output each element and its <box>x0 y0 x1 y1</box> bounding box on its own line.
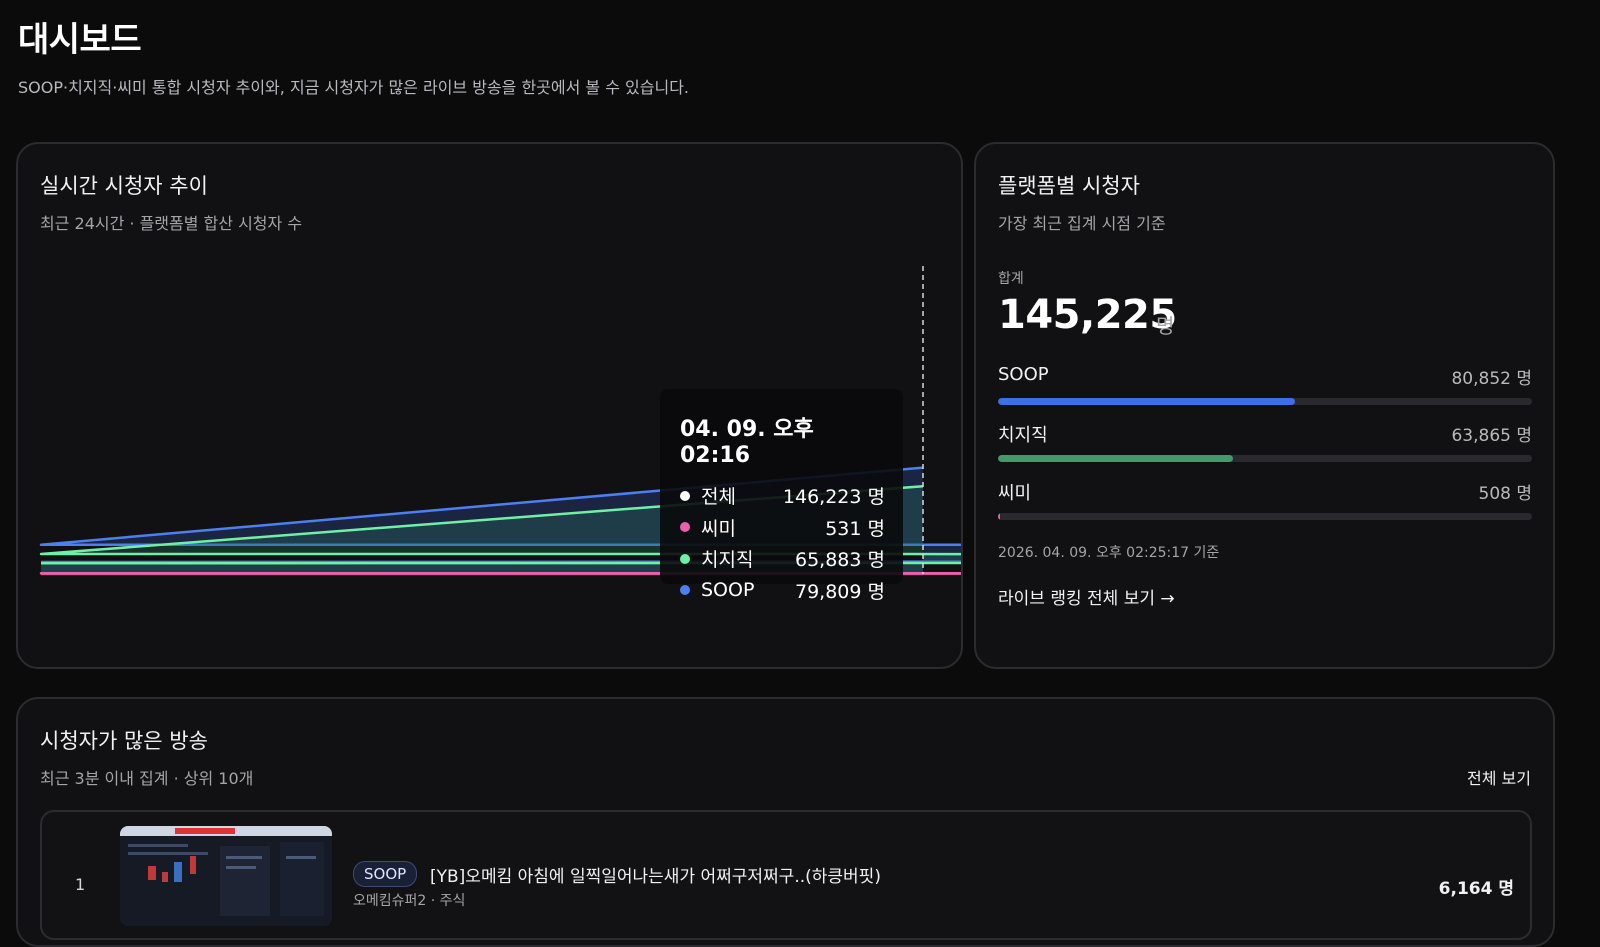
sum-unit: 명 <box>1156 314 1175 338</box>
top-streams-title: 시청자가 많은 방송 <box>40 729 208 753</box>
tooltip-value: 65,883 명 <box>794 549 885 572</box>
tooltip-label: 전체 <box>701 486 736 509</box>
platform-value: 80,852 명 <box>1451 369 1532 389</box>
tooltip-row-chzzk: 치지직 65,883 명 <box>680 543 885 575</box>
chzzk-dot-icon <box>680 553 690 564</box>
stream-thumbnail[interactable] <box>120 826 332 926</box>
top-streams-subtitle: 최근 3분 이내 집계 · 상위 10개 <box>40 769 254 788</box>
tooltip-row-soop: SOOP 79,809 명 <box>680 575 885 607</box>
platform-title: 플랫폼별 시청자 <box>998 174 1140 198</box>
platform-value: 508 명 <box>1478 484 1533 504</box>
live-ranking-link[interactable]: 라이브 랭킹 전체 보기 → <box>998 589 1175 609</box>
platform-bar <box>998 398 1532 405</box>
tooltip-row-cime: 씨미 531 명 <box>680 512 885 544</box>
stream-rank: 1 <box>75 875 86 894</box>
platform-viewers-card: 플랫폼별 시청자 가장 최근 집계 시점 기준 합계 145,225 명 SOO… <box>974 142 1555 669</box>
thumbnail-image <box>120 826 332 926</box>
cime-dot-icon <box>680 522 690 533</box>
tooltip-label: 치지직 <box>701 549 754 572</box>
page-subtitle: SOOP·치지직·씨미 통합 시청자 추이와, 지금 시청자가 많은 라이브 방… <box>18 78 690 97</box>
tooltip-label: 씨미 <box>701 517 736 540</box>
trend-title: 실시간 시청자 추이 <box>40 174 208 198</box>
soop-dot-icon <box>680 585 690 596</box>
tooltip-label: SOOP <box>701 579 755 602</box>
sum-label: 합계 <box>998 271 1024 287</box>
tooltip-time: 04. 09. 오후 02:16 <box>680 417 814 468</box>
as-of-timestamp: 2026. 04. 09. 오후 02:25:17 기준 <box>998 545 1220 561</box>
platform-bar <box>998 513 1532 520</box>
total-dot-icon <box>680 490 690 501</box>
platform-subtitle: 가장 최근 집계 시점 기준 <box>998 214 1166 233</box>
trend-subtitle: 최근 24시간 · 플랫폼별 합산 시청자 수 <box>40 214 303 233</box>
list-item[interactable]: 1 SOOP [YB]오메킴 아침에 일찍일어나는새가 어쩌구저쩌구..(하킁버… <box>40 810 1532 940</box>
tooltip-value: 146,223 명 <box>782 486 885 509</box>
platform-value: 63,865 명 <box>1451 426 1532 446</box>
stream-viewers: 6,164 명 <box>1438 879 1514 899</box>
platform-bar-fill <box>998 455 1233 462</box>
see-all-link[interactable]: 전체 보기 <box>1467 769 1531 788</box>
platform-bar <box>998 455 1532 462</box>
platform-name: 씨미 <box>998 483 1032 504</box>
chart-tooltip: 04. 09. 오후 02:16 전체 146,223 명 씨미 531 명 치… <box>660 389 903 603</box>
top-streams-card: 시청자가 많은 방송 최근 3분 이내 집계 · 상위 10개 전체 보기 1 <box>16 697 1555 947</box>
platform-badge: SOOP <box>353 861 418 887</box>
platform-name: 치지직 <box>998 425 1048 446</box>
page-title: 대시보드 <box>18 20 142 60</box>
stream-title[interactable]: [YB]오메킴 아침에 일찍일어나는새가 어쩌구저쩌구..(하킁버핏) <box>430 867 881 887</box>
viewer-trend-card: 실시간 시청자 추이 최근 24시간 · 플랫폼별 합산 시청자 수 15:00… <box>16 142 963 669</box>
platform-bar-fill <box>998 398 1296 405</box>
platform-name: SOOP <box>998 364 1049 385</box>
tooltip-value: 79,809 명 <box>794 580 885 603</box>
stream-channel: 오메킴슈퍼2 · 주식 <box>353 893 466 909</box>
tooltip-row-total: 전체 146,223 명 <box>680 480 885 512</box>
tooltip-value: 531 명 <box>825 517 885 540</box>
sum-value: 145,225 <box>998 292 1177 338</box>
platform-bar-fill <box>998 513 1000 520</box>
